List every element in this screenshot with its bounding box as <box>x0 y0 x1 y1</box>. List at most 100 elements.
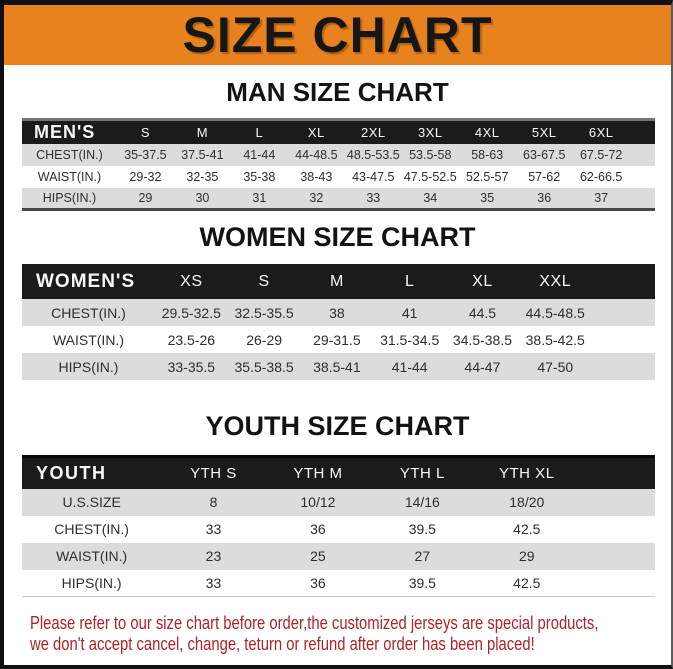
measurement-cell: 25 <box>265 542 371 570</box>
row-spacer-cell <box>579 516 655 543</box>
measurement-cell: 38 <box>300 299 374 326</box>
measurement-cell: 33 <box>205 574 222 591</box>
measurement-cell: 35.5-38.5 <box>227 353 301 380</box>
title-banner: SIZE CHART <box>4 5 671 65</box>
measurement-cell: 41-44 <box>373 353 447 380</box>
measurement-cell: 57-62 <box>528 169 561 184</box>
row-label: WAIST(IN.) <box>37 169 102 184</box>
row-label: CHEST(IN.) <box>22 299 155 326</box>
size-column-header: YTH M <box>265 456 371 489</box>
disclaimer-line-1: Please refer to our size chart before or… <box>30 612 599 633</box>
measurement-cell: 44.5-48.5 <box>518 299 592 326</box>
row-spacer-cell <box>591 353 655 380</box>
measurement-row: HIPS(IN.) 33-35.5 35.5-38.5 38.5-41 41-44 44-… <box>22 353 655 380</box>
measurement-cell: 34 <box>401 187 459 210</box>
measurement-cell: 41 <box>373 299 447 326</box>
man-section-heading: MAN SIZE CHART <box>226 77 449 107</box>
men-size-table: MEN'S S M L XL 2XL 3XL 4XL 5XL 6XL CHEST(IN.) 35-37… <box>22 118 655 211</box>
measurement-cell: 38.5-42.5 <box>525 331 585 348</box>
row-spacer-cell <box>579 488 655 516</box>
size-column-header: S <box>116 119 174 144</box>
measurement-cell: 29 <box>474 542 579 570</box>
measurement-cell: 23 <box>161 542 266 570</box>
measurement-row: HIPS(IN.) 29 30 31 32 33 34 35 36 37 <box>22 187 655 210</box>
size-column-header: M <box>300 264 374 299</box>
row-spacer-cell <box>630 166 655 188</box>
measurement-cell: 36 <box>515 187 573 210</box>
measurement-row: U.S.SIZE 8 10/12 14/16 18/20 <box>22 488 655 516</box>
measurement-cell: 29.5-32.5 <box>154 299 228 326</box>
size-column-header: M <box>173 119 231 144</box>
header-spacer-cell <box>591 264 655 299</box>
table-title-cell: MEN'S <box>22 119 117 144</box>
measurement-cell: 43-47.5 <box>352 169 395 184</box>
measurement-row: CHEST(IN.) 29.5-32.5 32.5-35.5 38 41 44.5 44.5… <box>22 299 655 326</box>
measurement-cell: 35-37.5 <box>116 143 174 166</box>
row-label: CHEST(IN.) <box>54 521 129 537</box>
size-table-header-row: WOMEN'S XS S M L XL XXL <box>22 264 655 299</box>
measurement-cell: 29-31.5 <box>313 331 361 348</box>
measurement-cell: 53.5-58 <box>401 143 459 166</box>
page-title: SIZE CHART <box>182 7 493 63</box>
measurement-cell: 30 <box>173 187 231 210</box>
measurement-cell: 36 <box>310 574 326 591</box>
measurement-cell: 47.5-52.5 <box>403 169 457 184</box>
measurement-cell: 36 <box>310 521 326 537</box>
measurement-cell: 32.5-35.5 <box>227 299 301 326</box>
measurement-row: WAIST(IN.) 29-32 32-35 35-38 38-43 43-47.5 47.… <box>22 166 655 188</box>
header-spacer-cell <box>629 119 655 144</box>
measurement-cell: 44-47 <box>446 353 519 380</box>
size-column-header: XL <box>446 264 519 299</box>
measurement-cell: 48.5-53.5 <box>344 143 402 166</box>
measurement-cell: 8 <box>161 488 266 516</box>
measurement-cell: 38-43 <box>300 169 333 184</box>
size-column-header: 3XL <box>401 119 459 144</box>
measurement-cell: 39.5 <box>408 521 436 537</box>
measurement-cell: 29 <box>116 187 174 210</box>
size-table-header-row: MEN'S S M L XL 2XL 3XL 4XL 5XL 6XL <box>22 119 655 144</box>
section-youth: YOUTH SIZE CHART YOUTH YTH S YTH M YTH L YTH… <box>4 413 671 597</box>
measurement-cell: 33 <box>344 187 402 210</box>
size-column-header: S <box>227 264 301 299</box>
measurement-cell: 27 <box>370 542 475 570</box>
measurement-row: CHEST(IN.) 33 36 39.5 42.5 <box>22 516 655 543</box>
measurement-cell: 23.5-26 <box>167 331 216 348</box>
row-label: HIPS(IN.) <box>22 187 117 210</box>
size-column-header: YTH S <box>161 456 266 489</box>
measurement-row: CHEST(IN.) 35-37.5 37.5-41 41-44 44-48.5 48.5… <box>22 143 655 166</box>
measurement-cell: 37.5-41 <box>173 143 231 166</box>
measurement-cell: 42.5 <box>513 574 541 591</box>
row-spacer-cell <box>591 299 655 326</box>
measurement-cell: 38.5-41 <box>300 353 374 380</box>
row-spacer-cell <box>629 187 655 210</box>
size-column-header: YTH L <box>370 456 475 489</box>
size-column-header: 6XL <box>572 119 630 144</box>
women-section-heading: WOMEN SIZE CHART <box>199 222 476 252</box>
measurement-cell: 33 <box>205 521 222 537</box>
row-spacer-cell <box>579 542 655 570</box>
row-label: WAIST(IN.) <box>52 331 124 348</box>
size-column-header: XS <box>154 264 228 299</box>
measurement-cell: 41-44 <box>230 143 288 166</box>
row-spacer-cell <box>629 143 655 166</box>
size-column-header: L <box>373 264 447 299</box>
measurement-row: HIPS(IN.) 33 36 39.5 42.5 <box>22 570 655 597</box>
row-label: HIPS(IN.) <box>22 353 155 380</box>
size-column-header: 4XL <box>458 119 516 144</box>
row-label: U.S.SIZE <box>22 488 162 516</box>
measurement-row: WAIST(IN.) 23 25 27 29 <box>22 542 655 570</box>
size-column-header: L <box>230 119 288 144</box>
measurement-cell: 31.5-34.5 <box>380 331 440 348</box>
measurement-cell: 34.5-38.5 <box>452 331 513 348</box>
section-women: WOMEN SIZE CHART WOMEN'S XS S M L XL XXL CHEST(… <box>4 224 671 380</box>
measurement-cell: 37 <box>572 187 630 210</box>
measurement-cell: 47-50 <box>518 353 592 380</box>
measurement-cell: 35-38 <box>243 169 276 184</box>
measurement-cell: 63-67.5 <box>515 143 573 166</box>
section-man: MAN SIZE CHART MEN'S S M L XL 2XL 3XL 4XL 5XL 6XL… <box>4 79 671 211</box>
measurement-cell: 44-48.5 <box>287 143 345 166</box>
measurement-cell: 44.5 <box>446 299 519 326</box>
measurement-cell: 26-29 <box>246 331 283 348</box>
header-spacer-cell <box>579 456 655 489</box>
size-column-header: XXL <box>518 264 592 299</box>
